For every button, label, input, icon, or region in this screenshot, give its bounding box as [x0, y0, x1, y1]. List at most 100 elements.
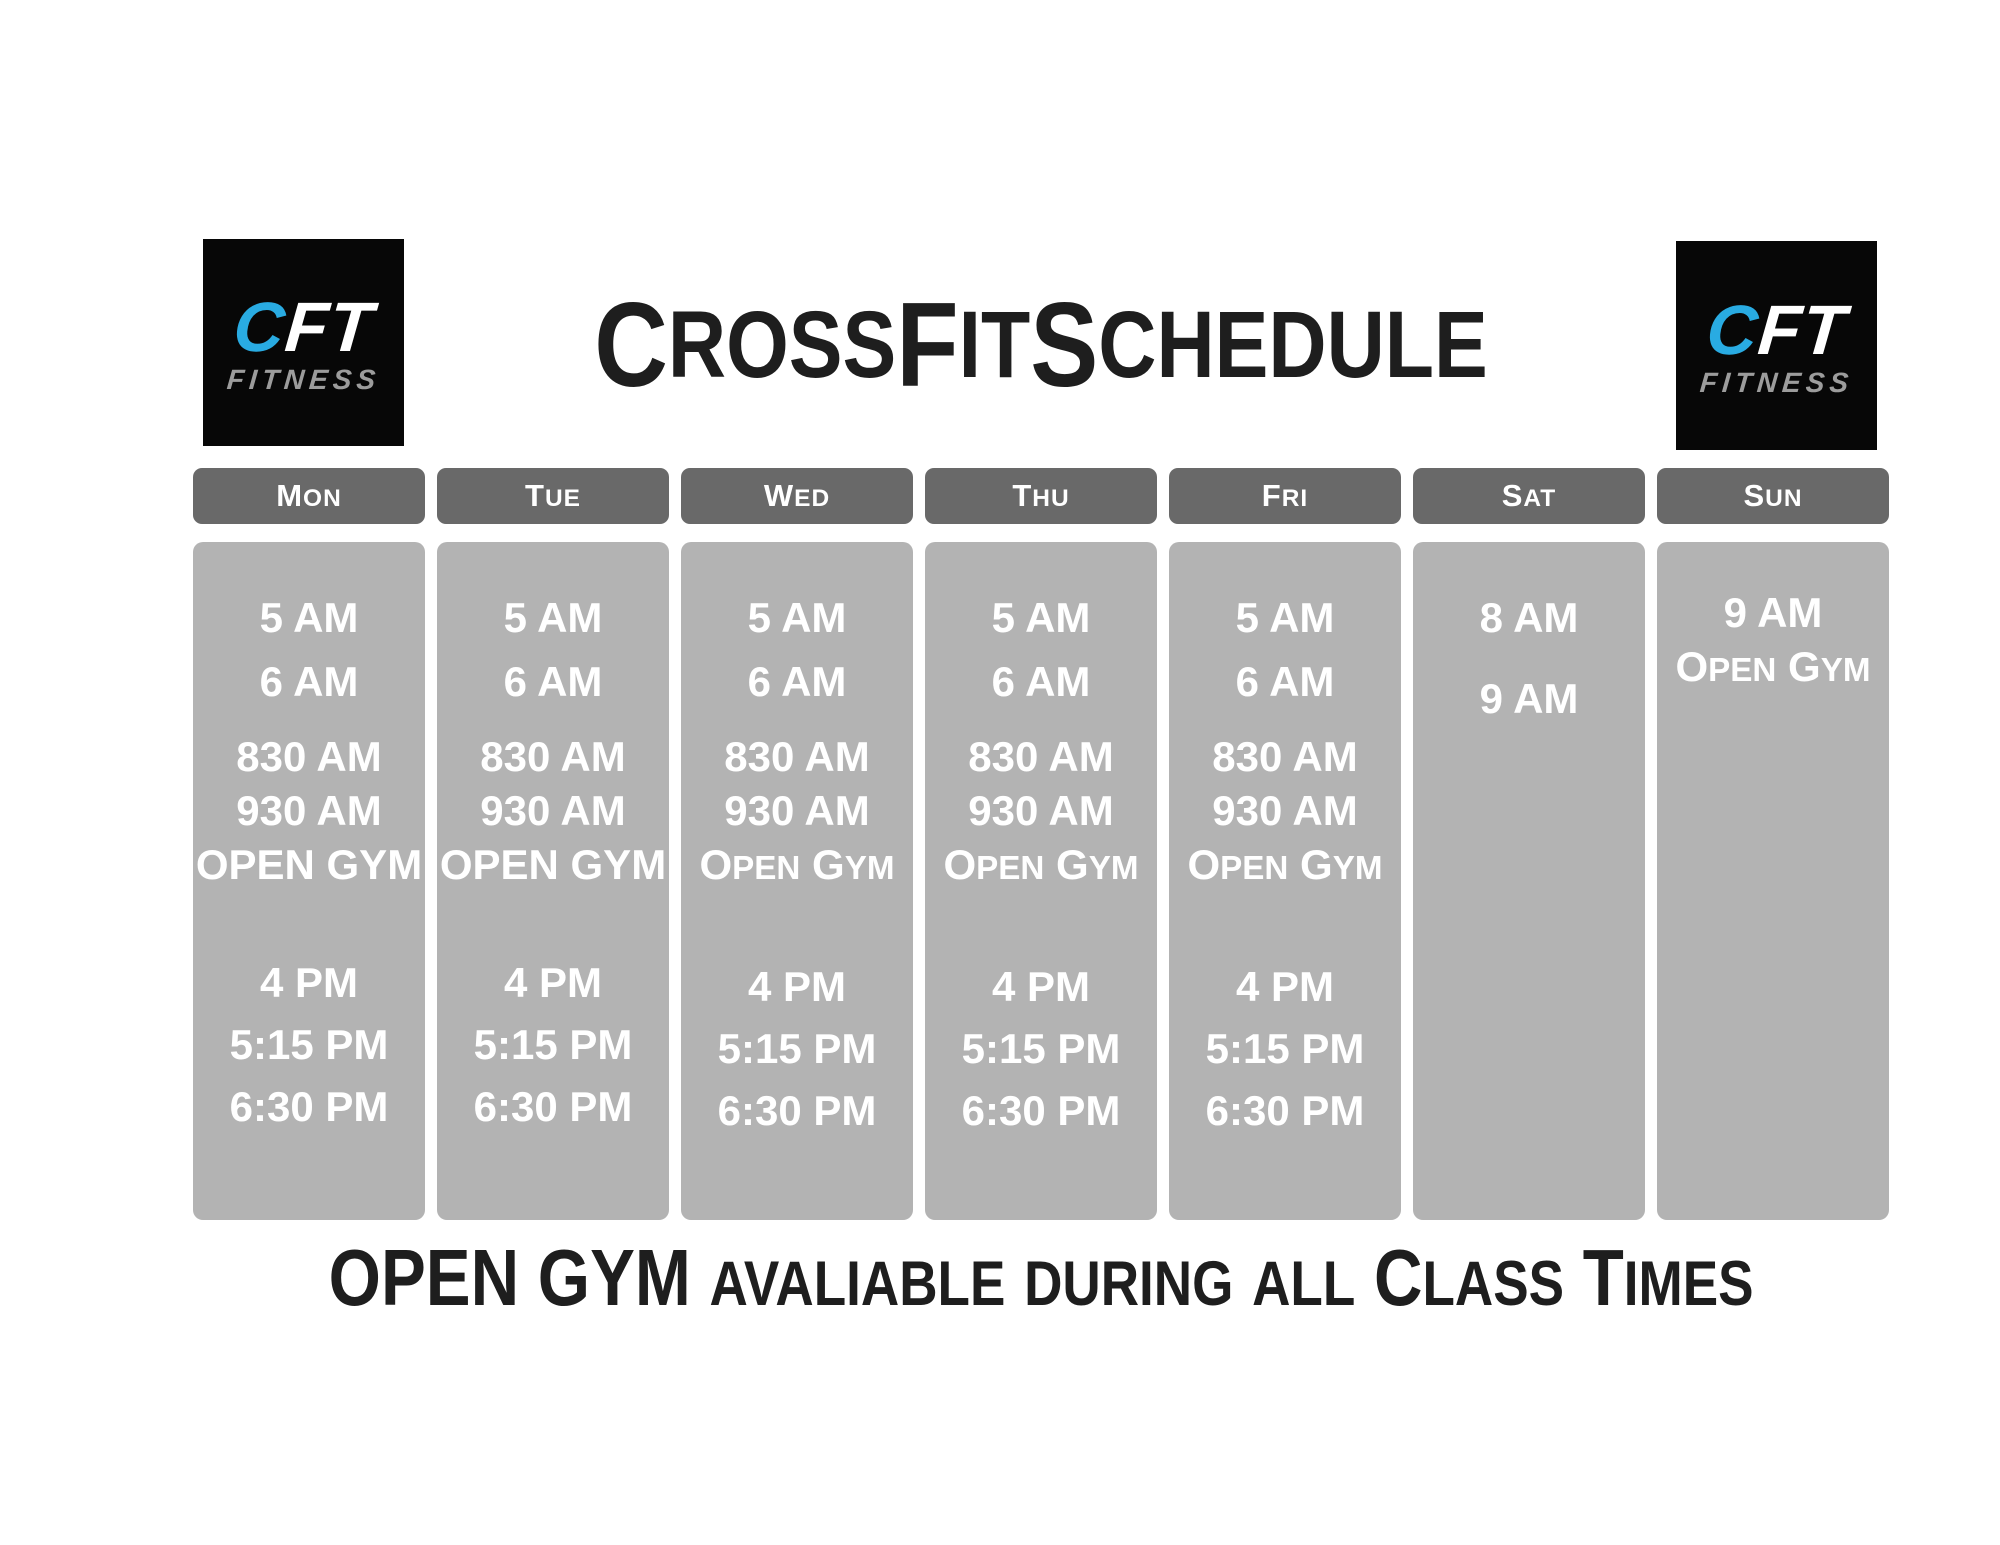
time-slot: 930 AM [480, 787, 626, 834]
day-column-wed: WED 5 AM 6 AM 830 AM 930 AM OPEN GYM 4 P… [681, 468, 913, 1220]
morning-classes: 5 AM 6 AM [1169, 586, 1401, 714]
day-label: FRI [1261, 478, 1309, 513]
day-body-fri: 5 AM 6 AM 830 AM 930 AM OPEN GYM 4 PM 5:… [1169, 542, 1401, 1220]
time-slot: 5 AM [747, 594, 847, 641]
time-slot: 5 AM [991, 594, 1091, 641]
day-header-thu: THU [925, 468, 1157, 524]
morning-classes: 8 AM [1413, 586, 1645, 650]
day-column-sat: SAT 8 AM 9 AM [1413, 468, 1645, 1220]
time-slot: 830 AM [236, 733, 382, 780]
time-slot: 4 PM [503, 959, 603, 1006]
time-slot: 6:30 PM [473, 1083, 633, 1130]
time-slot: 6 AM [991, 658, 1091, 705]
cft-logo-right: CFT FITNESS [1676, 241, 1877, 450]
day-label: MON [276, 478, 342, 513]
day-header-mon: MON [193, 468, 425, 524]
evening-classes: 4 PM 5:15 PM 6:30 PM [681, 956, 913, 1142]
cft-logo-left: CFT FITNESS [203, 239, 404, 446]
morning-classes: 5 AM 6 AM [681, 586, 913, 714]
day-header-sat: SAT [1413, 468, 1645, 524]
time-slot: 5:15 PM [229, 1021, 389, 1068]
time-slot: 4 PM [747, 963, 847, 1010]
day-header-tue: TUE [437, 468, 669, 524]
time-slot: 6:30 PM [717, 1087, 877, 1134]
midday-classes: 830 AM 930 AM OPEN GYM [681, 730, 913, 896]
day-column-tue: TUE 5 AM 6 AM 830 AM 930 AM OPEN GYM 4 P… [437, 468, 669, 1220]
time-slot: 5:15 PM [1205, 1025, 1365, 1072]
time-slot: 5 AM [1235, 594, 1335, 641]
page-title: C ROSS F IT S CHEDULE [594, 278, 1488, 412]
morning-classes: 5 AM 6 AM [925, 586, 1157, 714]
time-slot: 830 AM [724, 733, 870, 780]
time-slot: 9 AM [1479, 675, 1579, 722]
time-slot: 930 AM [724, 787, 870, 834]
time-slot: 6 AM [503, 658, 603, 705]
time-slot: 4 PM [1235, 963, 1335, 1010]
morning-classes: 5 AM 6 AM [193, 586, 425, 714]
time-slot: 930 AM [1212, 787, 1358, 834]
day-label: WED [763, 478, 831, 513]
day-header-wed: WED [681, 468, 913, 524]
time-slot: 930 AM [968, 787, 1114, 834]
day-body-sun: 9 AM OPEN GYM [1657, 542, 1889, 1220]
day-column-fri: FRI 5 AM 6 AM 830 AM 930 AM OPEN GYM 4 P… [1169, 468, 1401, 1220]
cft-logo-fitness-text: FITNESS [1698, 366, 1855, 398]
midday-classes: 830 AM 930 AM OPEN GYM [1169, 730, 1401, 896]
day-body-tue: 5 AM 6 AM 830 AM 930 AM OPEN GYM 4 PM 5:… [437, 542, 669, 1220]
time-slot: 830 AM [1212, 733, 1358, 780]
time-slot: OPEN GYM [195, 841, 423, 888]
day-body-wed: 5 AM 6 AM 830 AM 930 AM OPEN GYM 4 PM 5:… [681, 542, 913, 1220]
schedule-board: MON 5 AM 6 AM 830 AM 930 AM OPEN GYM 4 P… [193, 468, 1889, 1220]
time-slot: 6:30 PM [961, 1087, 1121, 1134]
time-slot: 6 AM [747, 658, 847, 705]
time-slot: OPEN GYM [1187, 841, 1383, 888]
time-slot: 6:30 PM [229, 1083, 389, 1130]
time-slot: 5 AM [259, 594, 359, 641]
midday-classes: 830 AM 930 AM OPEN GYM [437, 730, 669, 892]
time-slot: OPEN GYM [943, 841, 1139, 888]
day-label: TUE [525, 478, 581, 513]
day-column-mon: MON 5 AM 6 AM 830 AM 930 AM OPEN GYM 4 P… [193, 468, 425, 1220]
day-body-mon: 5 AM 6 AM 830 AM 930 AM OPEN GYM 4 PM 5:… [193, 542, 425, 1220]
evening-classes: 4 PM 5:15 PM 6:30 PM [925, 956, 1157, 1142]
day-label: SAT [1501, 478, 1557, 513]
morning-classes: 5 AM 6 AM [437, 586, 669, 714]
evening-classes: 4 PM 5:15 PM 6:30 PM [437, 952, 669, 1138]
cft-logo-text: CFT [1704, 291, 1850, 369]
time-slot: 5 AM [503, 594, 603, 641]
cft-logo-c: C [230, 287, 289, 366]
midday-classes: 830 AM 930 AM OPEN GYM [925, 730, 1157, 896]
time-slot: 4 PM [259, 959, 359, 1006]
morning-classes: 9 AM OPEN GYM [1657, 586, 1889, 698]
cft-logo-ft: FT [1755, 290, 1850, 369]
time-slot: 6 AM [259, 658, 359, 705]
cft-logo-c: C [1703, 290, 1762, 369]
evening-classes: 4 PM 5:15 PM 6:30 PM [1169, 956, 1401, 1142]
time-slot: 8 AM [1479, 594, 1579, 641]
midday-classes: 830 AM 930 AM OPEN GYM [193, 730, 425, 892]
time-slot: OPEN GYM [439, 841, 667, 888]
day-body-thu: 5 AM 6 AM 830 AM 930 AM OPEN GYM 4 PM 5:… [925, 542, 1157, 1220]
day-label: THU [1012, 478, 1070, 513]
footer-note: OPEN GYM AVALIABLE DURING ALL CLASS TIME… [328, 1233, 1754, 1322]
day-body-sat: 8 AM 9 AM [1413, 542, 1645, 1220]
time-slot: 5:15 PM [717, 1025, 877, 1072]
day-header-fri: FRI [1169, 468, 1401, 524]
time-slot: 9 AM [1723, 589, 1823, 636]
time-slot: 5:15 PM [961, 1025, 1121, 1072]
time-slot: OPEN GYM [699, 841, 895, 888]
day-column-thu: THU 5 AM 6 AM 830 AM 930 AM OPEN GYM 4 P… [925, 468, 1157, 1220]
time-slot: 5:15 PM [473, 1021, 633, 1068]
day-column-sun: SUN 9 AM OPEN GYM [1657, 468, 1889, 1220]
time-slot: 4 PM [991, 963, 1091, 1010]
time-slot: OPEN GYM [1675, 643, 1871, 690]
time-slot: 830 AM [480, 733, 626, 780]
day-label: SUN [1743, 478, 1803, 513]
late-morning-classes: 9 AM [1413, 672, 1645, 726]
time-slot: 6:30 PM [1205, 1087, 1365, 1134]
time-slot: 830 AM [968, 733, 1114, 780]
time-slot: 930 AM [236, 787, 382, 834]
evening-classes: 4 PM 5:15 PM 6:30 PM [193, 952, 425, 1138]
time-slot: 6 AM [1235, 658, 1335, 705]
